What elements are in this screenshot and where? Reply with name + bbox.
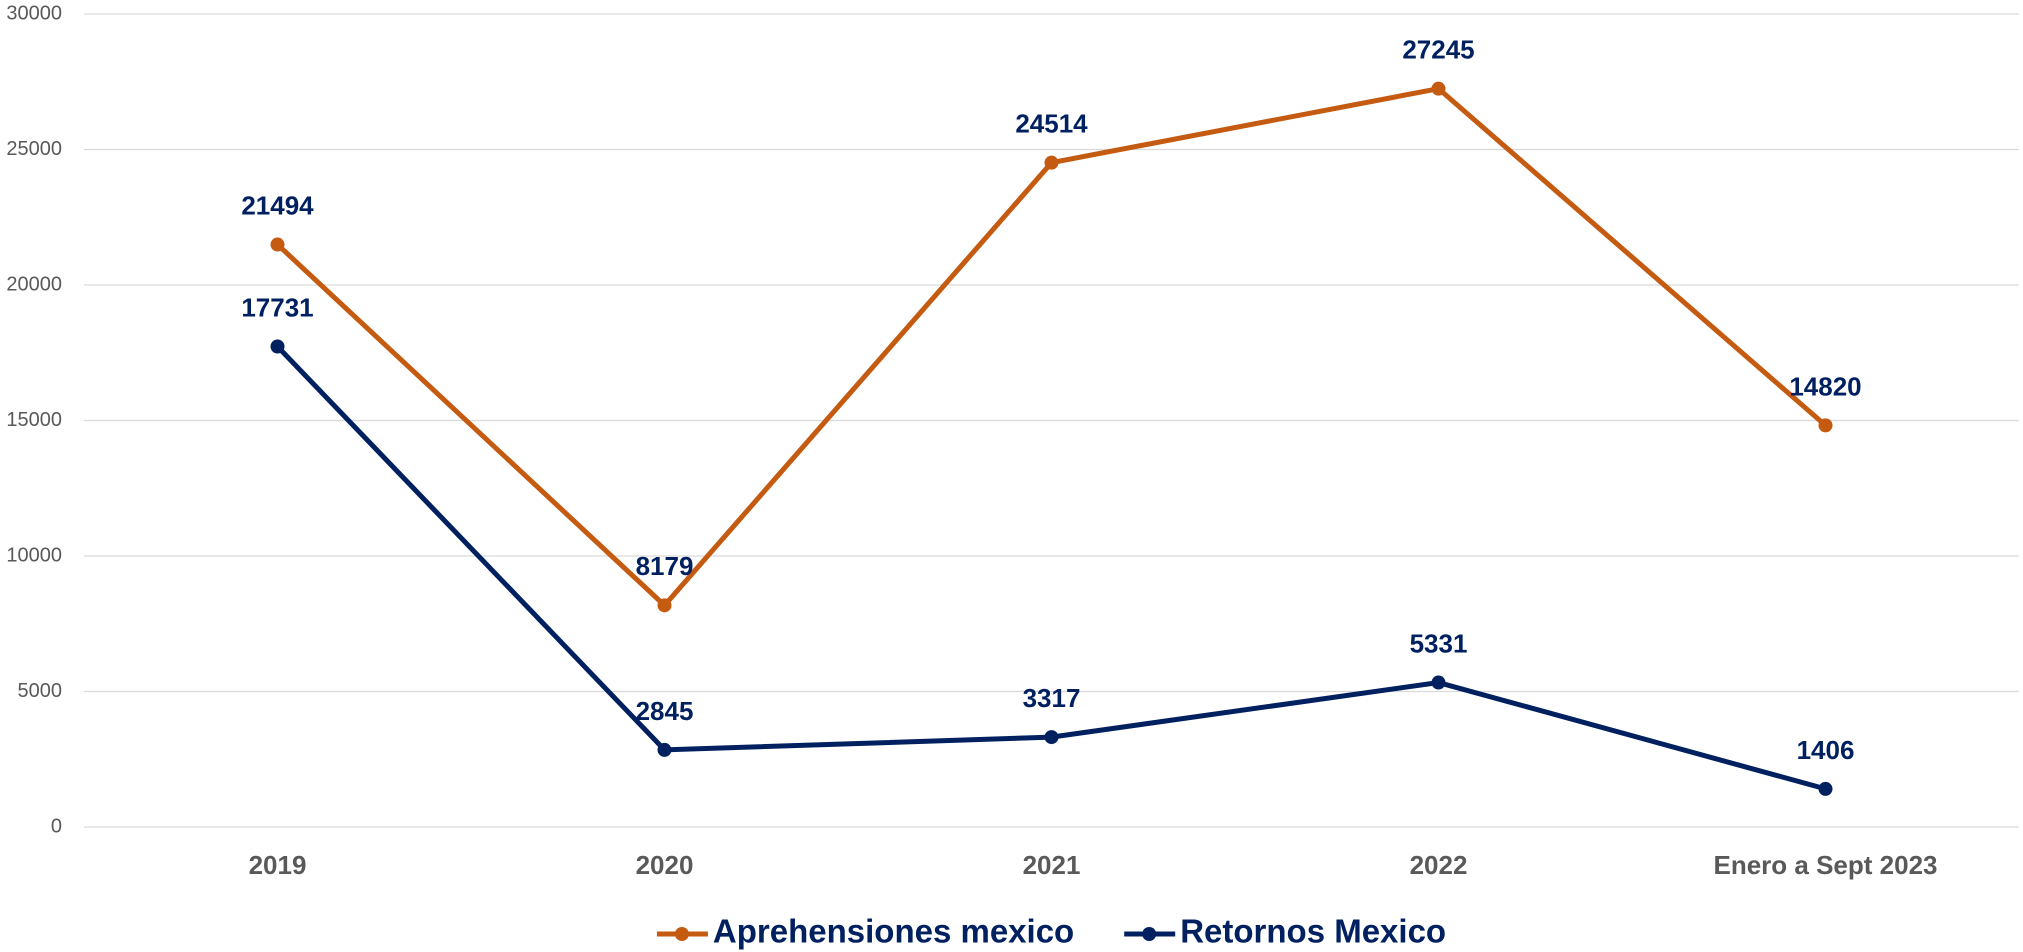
point xyxy=(1818,418,1833,433)
point xyxy=(1044,155,1059,170)
x-tick-label: 2019 xyxy=(249,850,307,880)
legend-marker xyxy=(674,927,689,941)
point xyxy=(657,742,672,757)
legend-label: Retornos Mexico xyxy=(1180,913,1446,950)
y-tick-label: 15000 xyxy=(6,409,62,431)
legend-label: Aprehensiones mexico xyxy=(713,913,1074,950)
data-label: 21494 xyxy=(241,190,314,220)
y-tick-label: 30000 xyxy=(6,2,62,24)
y-tick-label: 25000 xyxy=(6,138,62,160)
data-label: 5331 xyxy=(1410,628,1468,658)
data-label: 27245 xyxy=(1402,35,1474,65)
data-label: 1406 xyxy=(1797,735,1855,765)
series-line xyxy=(275,344,1827,792)
data-label: 17731 xyxy=(241,292,313,322)
y-tick-label: 5000 xyxy=(18,680,63,702)
y-tick-label: 0 xyxy=(51,815,62,837)
data-label: 24514 xyxy=(1015,109,1088,139)
point xyxy=(270,237,285,252)
y-tick-label: 10000 xyxy=(6,544,62,566)
data-label: 8179 xyxy=(636,551,694,581)
x-tick-label: 2020 xyxy=(636,850,694,880)
point xyxy=(1044,730,1059,745)
point xyxy=(657,598,672,613)
data-label: 3317 xyxy=(1023,683,1081,713)
x-tick-label: Enero a Sept 2023 xyxy=(1714,850,1938,880)
x-tick-label: 2022 xyxy=(1410,850,1468,880)
y-tick-label: 20000 xyxy=(6,273,62,295)
point xyxy=(270,339,285,354)
legend-marker xyxy=(1142,927,1157,941)
point xyxy=(1818,781,1833,796)
x-tick-label: 2021 xyxy=(1023,850,1081,880)
point xyxy=(1431,81,1446,96)
point xyxy=(1431,675,1446,690)
data-label: 14820 xyxy=(1789,371,1861,401)
data-label: 2845 xyxy=(636,696,694,726)
